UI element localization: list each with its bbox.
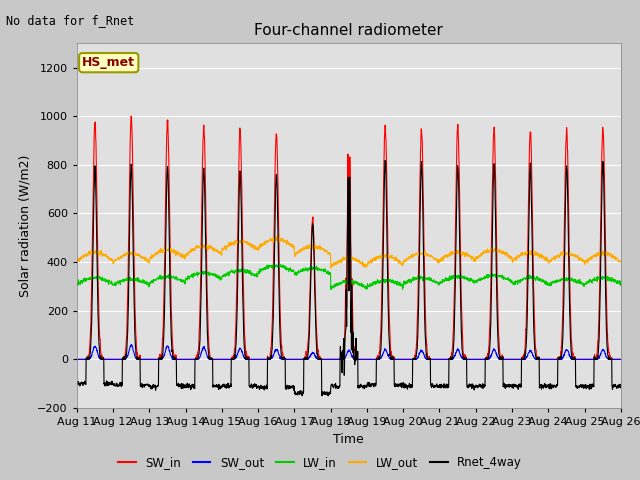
LW_in (570, 276, 577, 282)
SW_in (127, 113, 135, 119)
SW_out (617, 357, 625, 362)
LW_in (365, 284, 372, 289)
Rnet_4way (225, 383, 232, 389)
SW_in (376, 334, 384, 339)
Line: LW_out: LW_out (77, 237, 621, 268)
SW_out (376, 356, 384, 361)
Rnet_4way (365, 380, 372, 386)
LW_out (570, 252, 577, 258)
Rnet_4way (73, 381, 81, 387)
SW_in (569, 350, 577, 356)
LW_in (377, 279, 385, 285)
LW_in (73, 281, 81, 287)
SW_out (507, 357, 515, 362)
SW_in (365, 357, 372, 362)
LW_out (365, 260, 372, 265)
Rnet_4way (318, 393, 326, 399)
SW_out (365, 357, 372, 362)
Rnet_4way (617, 383, 625, 389)
SW_out (225, 357, 232, 362)
SW_in (507, 357, 515, 362)
Rnet_4way (376, 349, 384, 355)
Text: No data for f_Rnet: No data for f_Rnet (6, 14, 134, 27)
SW_in (617, 357, 625, 362)
Legend: SW_in, SW_out, LW_in, LW_out, Rnet_4way: SW_in, SW_out, LW_in, LW_out, Rnet_4way (113, 452, 527, 474)
SW_in (73, 357, 81, 362)
LW_out (508, 254, 515, 260)
SW_out (584, 357, 592, 362)
Rnet_4way (584, 383, 592, 388)
LW_out (377, 253, 385, 259)
LW_in (327, 287, 335, 292)
LW_out (225, 241, 232, 247)
LW_in (617, 283, 625, 288)
LW_in (225, 273, 232, 279)
Y-axis label: Solar radiation (W/m2): Solar radiation (W/m2) (19, 155, 32, 297)
SW_out (127, 342, 135, 348)
SW_in (584, 357, 592, 362)
Text: HS_met: HS_met (83, 56, 135, 69)
Rnet_4way (508, 384, 515, 389)
Line: SW_in: SW_in (77, 116, 621, 360)
LW_out (584, 257, 592, 263)
Line: Rnet_4way: Rnet_4way (77, 160, 621, 396)
X-axis label: Time: Time (333, 432, 364, 445)
SW_out (569, 356, 577, 361)
SW_out (73, 357, 81, 362)
Line: LW_in: LW_in (77, 264, 621, 289)
LW_out (327, 265, 335, 271)
LW_in (584, 278, 592, 284)
SW_in (225, 357, 232, 362)
LW_in (276, 262, 284, 267)
Line: SW_out: SW_out (77, 345, 621, 360)
LW_out (617, 259, 625, 265)
LW_out (73, 259, 81, 264)
LW_in (508, 280, 515, 286)
Rnet_4way (381, 157, 388, 163)
Rnet_4way (570, 356, 577, 361)
LW_out (273, 234, 280, 240)
Title: Four-channel radiometer: Four-channel radiometer (254, 23, 444, 38)
